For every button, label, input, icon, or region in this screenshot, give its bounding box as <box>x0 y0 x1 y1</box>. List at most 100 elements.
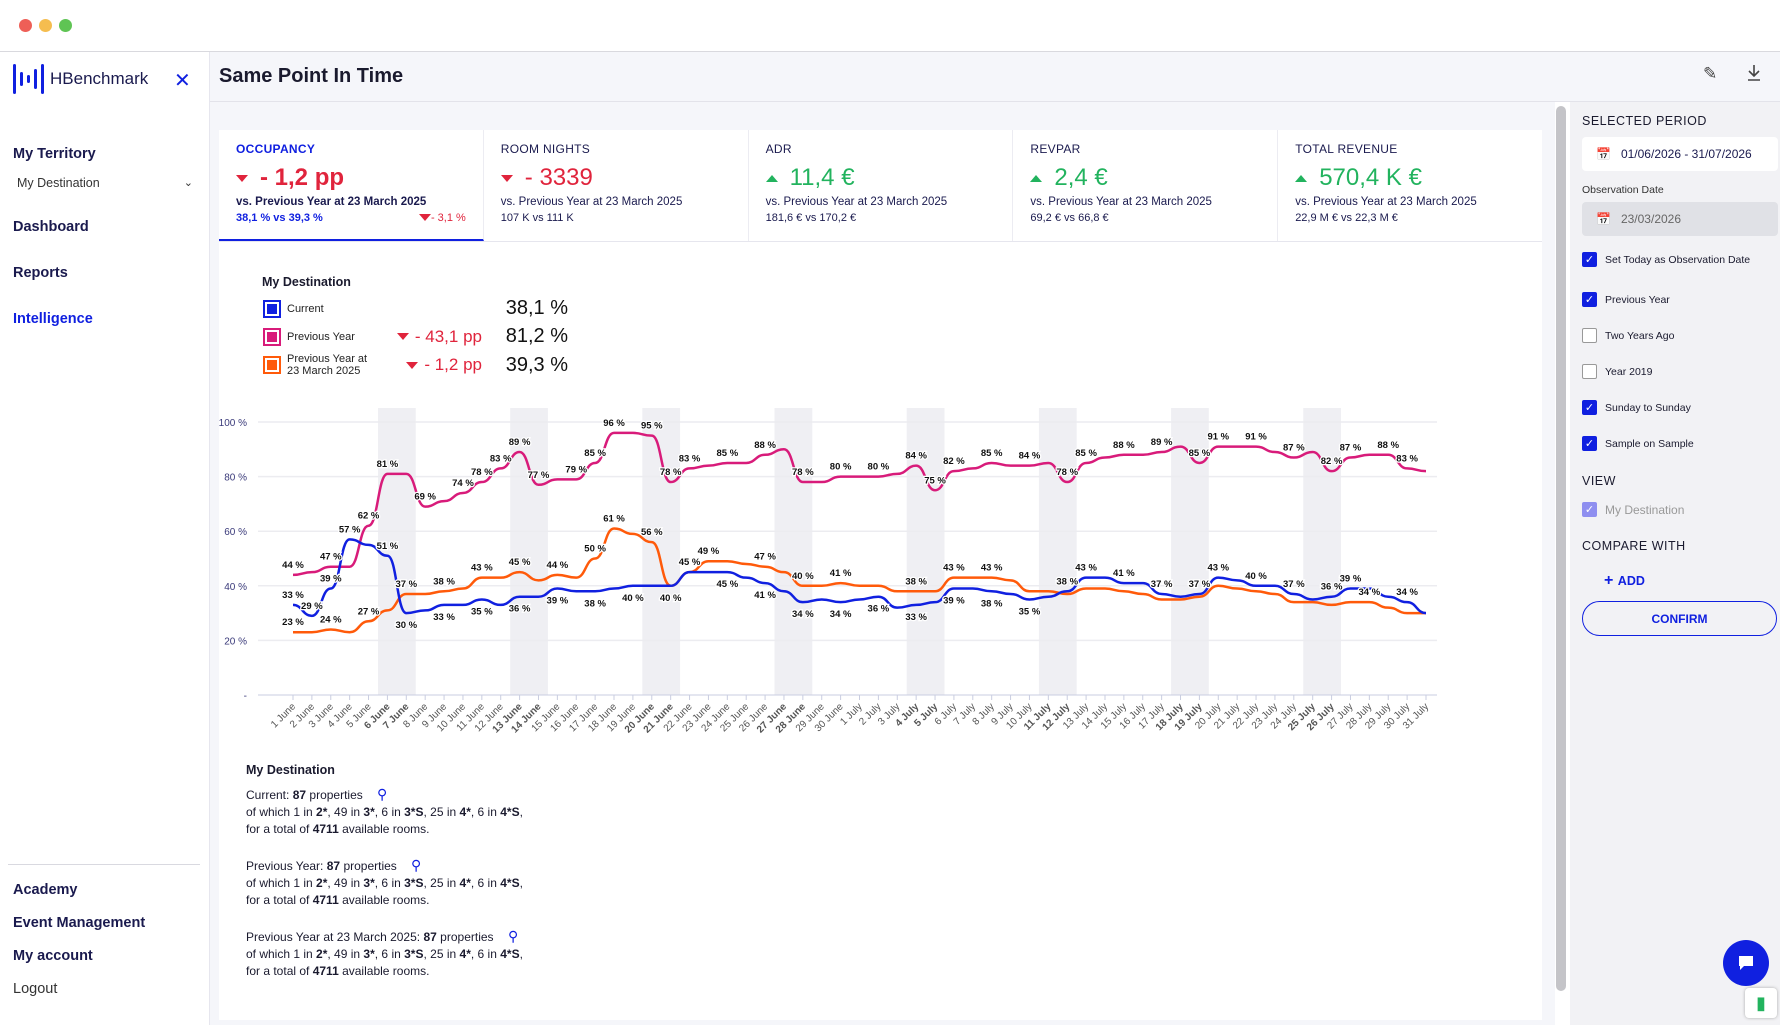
data-label: 57 % <box>339 524 361 535</box>
data-label: 38 % <box>905 576 927 587</box>
sidebar-item-intelligence[interactable]: Intelligence <box>13 311 93 327</box>
option-label: Sunday to Sunday <box>1605 401 1691 414</box>
confirm-button[interactable]: CONFIRM <box>1582 601 1777 636</box>
kpi-card-revpar[interactable]: REVPAR 2,4 € vs. Previous Year at 23 March… <box>1013 130 1279 241</box>
kpi-title: OCCUPANCY <box>236 142 316 156</box>
sidebar-item-event-management[interactable]: Event Management <box>13 915 146 931</box>
data-label: 33 % <box>905 612 927 623</box>
weekend-band <box>774 408 813 695</box>
legend-row-previous-year-at-23-march-2025[interactable]: Previous Year at 23 March 2025 - 1,2 pp 39… <box>263 353 568 377</box>
properties-title: My Destination <box>246 763 335 777</box>
option-year-2019[interactable]: Year 2019 <box>1582 364 1653 379</box>
option-label: Year 2019 <box>1605 365 1653 378</box>
close-window-button[interactable] <box>19 19 32 32</box>
checkbox-checked-icon: ✓ <box>1582 252 1597 267</box>
period-value: 01/06/2026 - 31/07/2026 <box>1620 147 1752 161</box>
search-icon[interactable]: ⚲ <box>507 928 518 944</box>
chat-button[interactable] <box>1723 940 1769 986</box>
data-label: 82 % <box>1321 456 1343 467</box>
legend-swatch <box>263 356 281 374</box>
kpi-card-room-nights[interactable]: ROOM NIGHTS - 3339 vs. Previous Year at 23… <box>484 130 749 241</box>
territory-heading: My Territory <box>13 146 96 162</box>
breakdown-count: , 25 in <box>423 876 460 890</box>
kpi-card-occupancy[interactable]: OCCUPANCY - 1,2 pp vs. Previous Year at 23… <box>219 130 484 241</box>
option-sunday-to-sunday[interactable]: ✓ Sunday to Sunday <box>1582 400 1691 415</box>
breakdown-category: 4* <box>459 876 471 890</box>
option-label: Sample on Sample <box>1605 437 1694 450</box>
option-set-today-as-observation-date[interactable]: ✓ Set Today as Observation Date <box>1582 252 1750 267</box>
add-compare-button[interactable]: + ADD <box>1604 572 1645 590</box>
data-label: 45 % <box>679 557 701 568</box>
data-label: 80 % <box>868 462 890 473</box>
data-label: 34 % <box>830 609 852 620</box>
kpi-card-total-revenue[interactable]: TOTAL REVENUE 570,4 K € vs. Previous Year … <box>1278 130 1542 241</box>
territory-select-value: My Destination <box>17 176 100 190</box>
option-previous-year[interactable]: ✓ Previous Year <box>1582 292 1670 307</box>
maximize-window-button[interactable] <box>59 19 72 32</box>
data-label: 89 % <box>509 437 531 448</box>
kpi-value: 11,4 € <box>765 164 996 192</box>
data-label: 24 % <box>320 614 342 625</box>
breakdown-count: , 49 in <box>327 947 364 961</box>
observation-date-picker[interactable]: 📅 23/03/2026 <box>1582 202 1778 236</box>
breakdown-count: , 49 in <box>327 876 364 890</box>
property-count: 87 <box>423 930 437 944</box>
main-scrollbar[interactable] <box>1556 106 1566 991</box>
data-label: 79 % <box>565 464 587 475</box>
data-label: 23 % <box>282 617 304 628</box>
y-tick-label: 80 % <box>224 473 247 484</box>
breakdown-category: 4* <box>459 947 471 961</box>
download-icon[interactable] <box>1747 64 1761 87</box>
minimize-window-button[interactable] <box>39 19 52 32</box>
brand-logo[interactable]: HBenchmark <box>12 62 148 96</box>
period-date-picker[interactable]: 📅 01/06/2026 - 31/07/2026 <box>1582 137 1778 171</box>
data-label: 95 % <box>641 421 663 432</box>
breakdown-count: 1 in <box>293 947 317 961</box>
total-prefix: for a total of <box>246 893 313 907</box>
page-title: Same Point In Time <box>219 65 404 87</box>
edit-pencil-icon[interactable]: ✎ <box>1703 64 1718 83</box>
sidebar-item-my-account[interactable]: My account <box>13 948 93 964</box>
option-sample-on-sample[interactable]: ✓ Sample on Sample <box>1582 436 1694 451</box>
accessibility-icon[interactable]: ▮ <box>1745 988 1777 1018</box>
legend-row-previous-year[interactable]: Previous Year - 43,1 pp 81,2 % <box>263 325 568 348</box>
weekend-band <box>1303 408 1342 695</box>
kpi-title: REVPAR <box>1030 142 1081 156</box>
data-label: 75 % <box>924 475 946 486</box>
series-line-previous-year-at-23-march-2025[interactable] <box>293 527 1426 634</box>
sidebar-item-academy[interactable]: Academy <box>13 882 78 898</box>
territory-select[interactable]: My Destination ⌄ <box>17 176 193 190</box>
breakdown-category: 2* <box>316 876 328 890</box>
property-count: 87 <box>292 788 307 802</box>
breakdown-category: 3*S <box>404 876 424 890</box>
sidebar-item-logout[interactable]: Logout <box>13 981 58 997</box>
kpi-card-adr[interactable]: ADR 11,4 € vs. Previous Year at 23 March 2… <box>749 130 1014 241</box>
view-my-destination-checkbox[interactable]: ✓ My Destination <box>1582 502 1684 517</box>
series-line-current[interactable] <box>292 538 1427 618</box>
breakdown-category: 2* <box>316 805 328 819</box>
series-line-previous-year[interactable] <box>292 431 1427 577</box>
data-label: 47 % <box>754 552 776 563</box>
data-label: 43 % <box>981 563 1003 574</box>
kpi-detail-row: 69,2 € vs 66,8 € <box>1030 212 1260 224</box>
data-label: 29 % <box>301 601 323 612</box>
legend-row-current[interactable]: Current 38,1 % <box>263 297 568 320</box>
y-tick-label: 60 % <box>224 527 247 538</box>
data-label: 85 % <box>981 448 1003 459</box>
sidebar-item-reports[interactable]: Reports <box>13 265 68 281</box>
total-suffix: available rooms. <box>338 893 430 907</box>
calendar-icon: 📅 <box>1596 147 1611 161</box>
data-label: 38 % <box>584 598 606 609</box>
kpi-detail-row: 107 K vs 111 K <box>501 212 731 224</box>
data-label: 84 % <box>905 451 927 462</box>
data-label: 40 % <box>1245 571 1267 582</box>
search-icon[interactable]: ⚲ <box>410 857 422 873</box>
data-label: 45 % <box>716 579 738 590</box>
option-label: Two Years Ago <box>1605 329 1675 342</box>
sidebar-item-dashboard[interactable]: Dashboard <box>13 219 89 235</box>
search-icon[interactable]: ⚲ <box>376 786 388 802</box>
data-label: 88 % <box>1377 440 1399 451</box>
option-two-years-ago[interactable]: Two Years Ago <box>1582 328 1674 343</box>
close-sidebar-icon[interactable]: ✕ <box>174 70 191 92</box>
